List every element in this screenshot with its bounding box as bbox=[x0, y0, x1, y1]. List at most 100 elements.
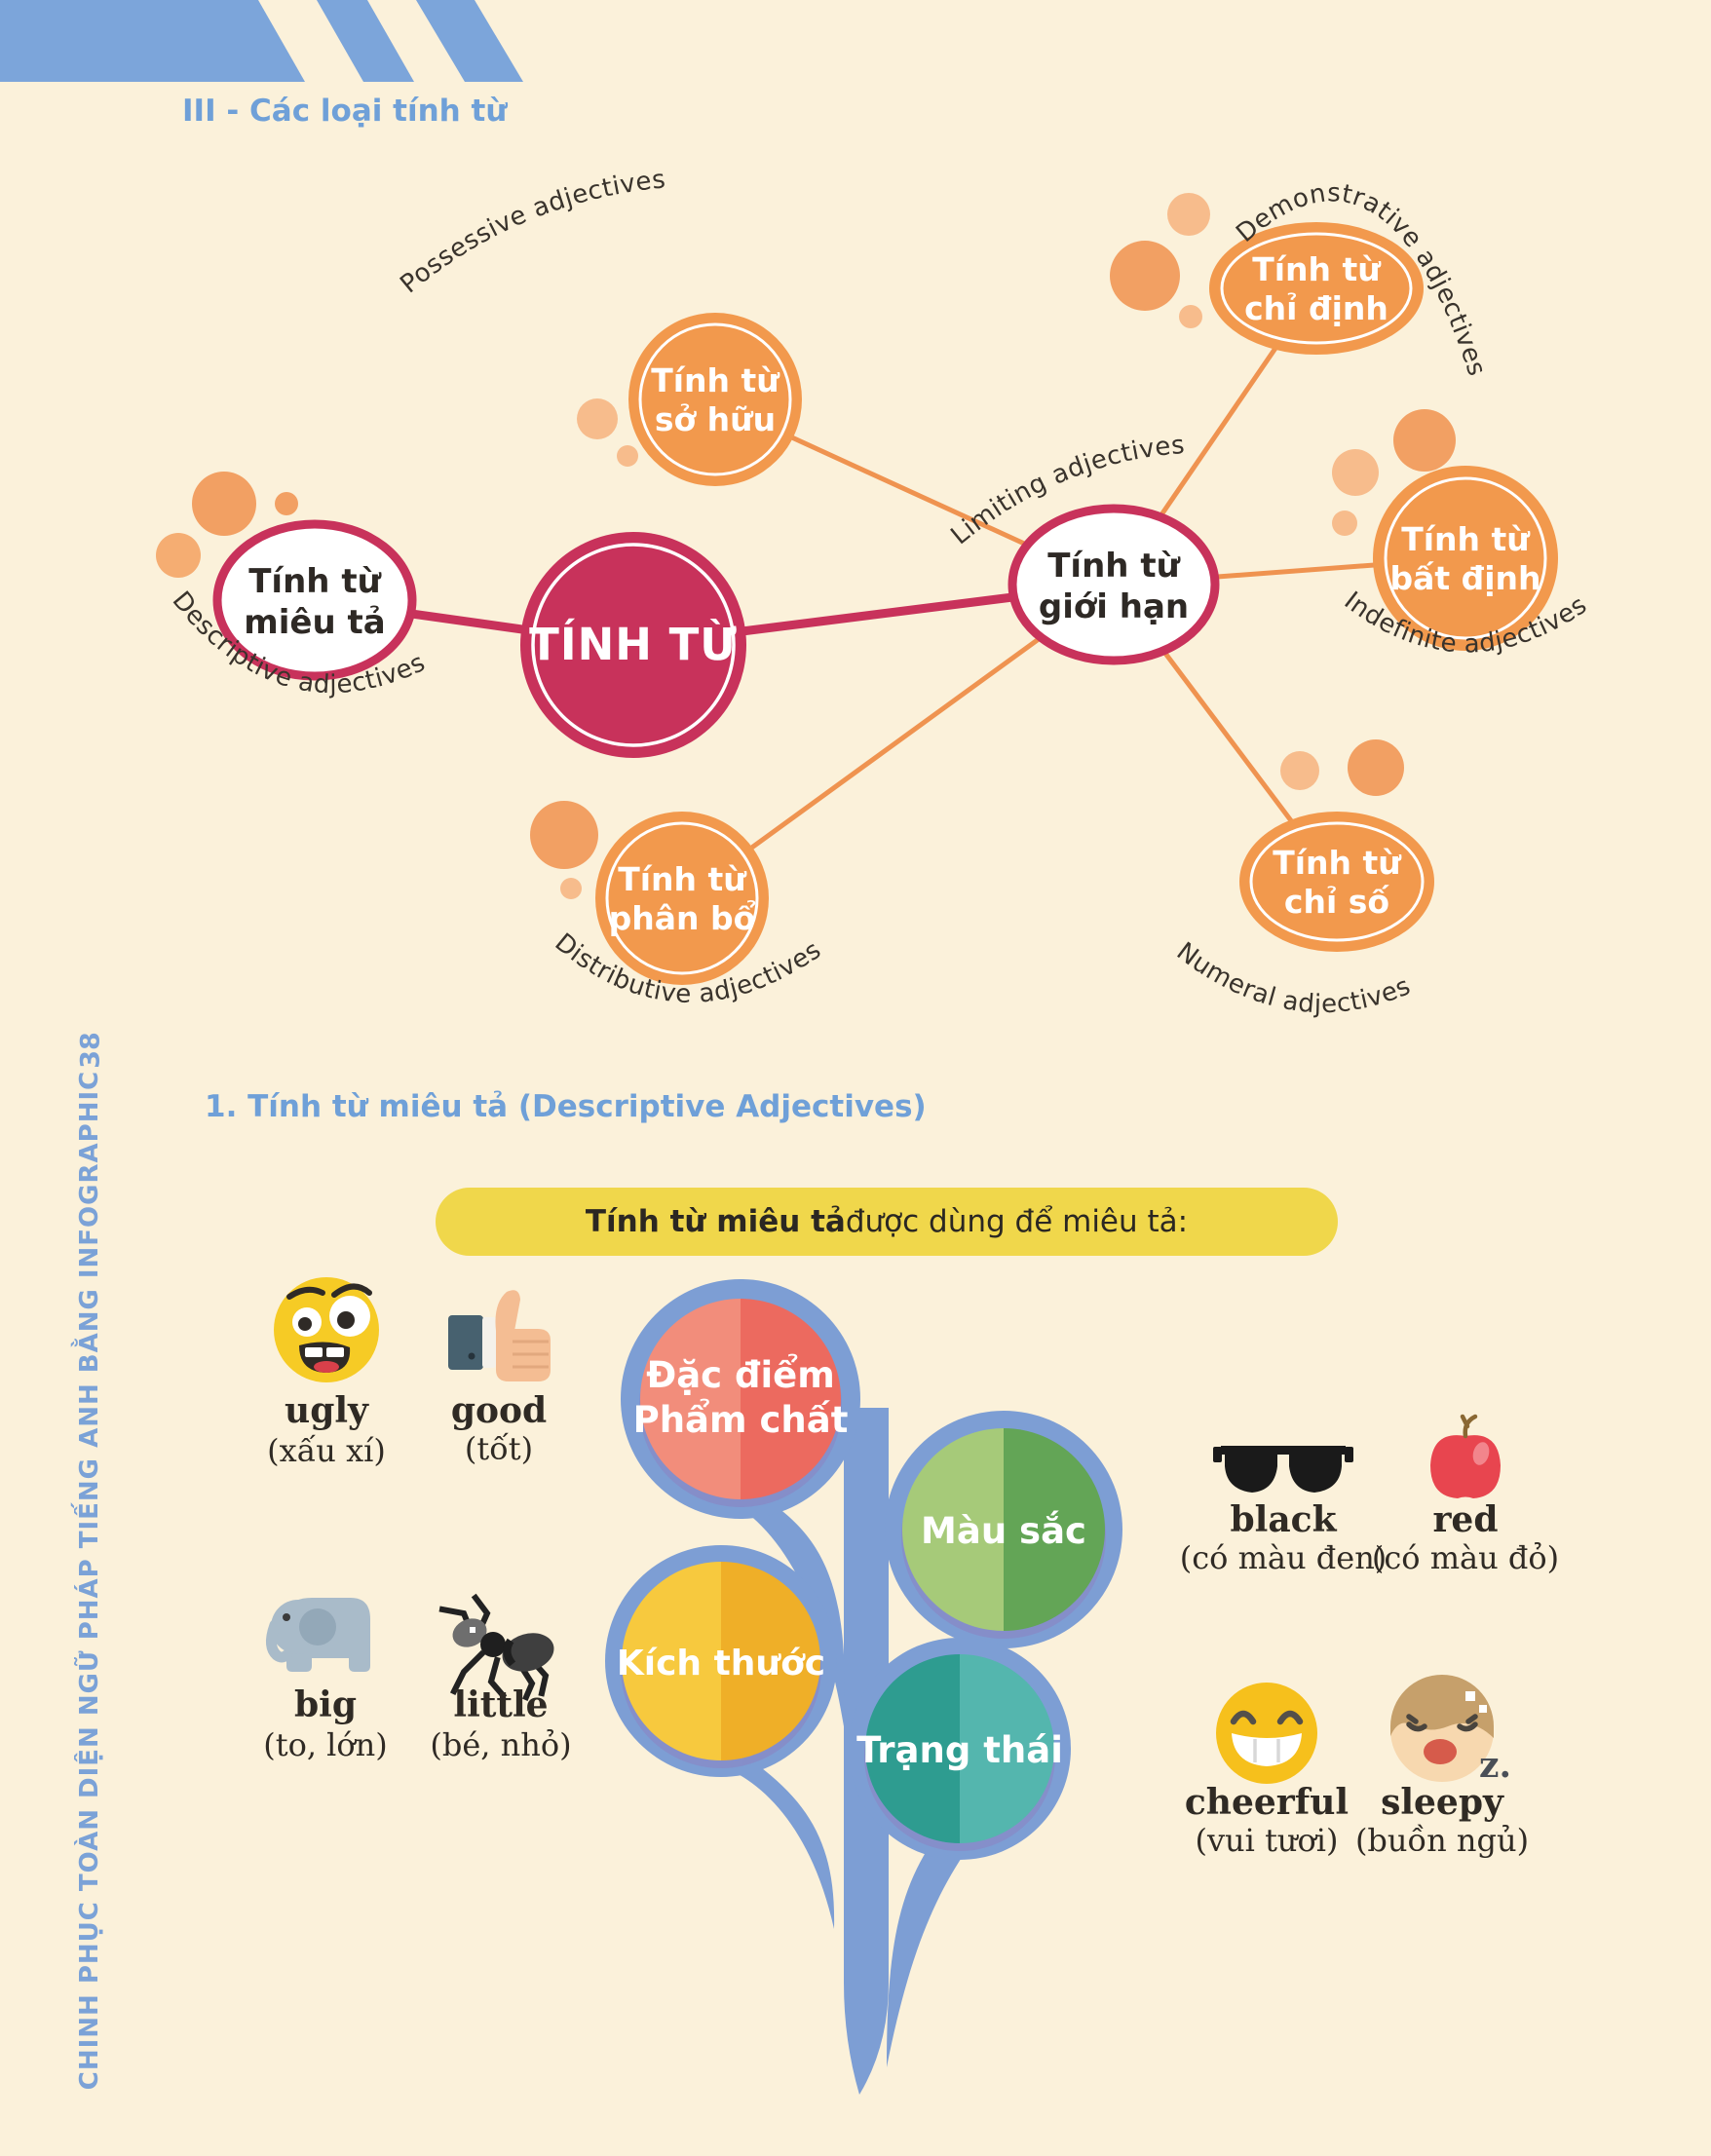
node-chi-dinh: Tính từ chỉ định bbox=[1209, 222, 1424, 355]
category-mau-sac: Màu sắc bbox=[902, 1428, 1105, 1631]
banner-rest-text: được dùng để miêu tả: bbox=[845, 1204, 1189, 1239]
node-gioi-han: Tính từ giới hạn bbox=[1008, 504, 1220, 665]
example-word: ugly bbox=[285, 1390, 369, 1431]
node-circle bbox=[1209, 222, 1424, 355]
node-circle bbox=[1373, 466, 1558, 651]
node-inner-ring bbox=[605, 821, 759, 975]
decorative-circle bbox=[1348, 739, 1404, 796]
node-label: Tính từ bbox=[618, 860, 747, 898]
bubble-half bbox=[721, 1562, 820, 1760]
thumbs-up-icon bbox=[448, 1290, 551, 1381]
banner-bold-text: Tính từ miêu tả bbox=[585, 1204, 846, 1239]
node-phan-bo: Tính từ phân bổ bbox=[595, 812, 769, 985]
header-decoration bbox=[0, 0, 523, 82]
node-label: sở hữu bbox=[655, 400, 776, 438]
grinning-face-icon bbox=[1216, 1683, 1317, 1784]
decorative-circle bbox=[1167, 193, 1210, 236]
example-word: little bbox=[453, 1684, 548, 1725]
example-meaning: (xấu xí) bbox=[267, 1432, 386, 1469]
tree-tail bbox=[741, 1505, 845, 1726]
category-dac-diem: Đặc điểm Phẩm chất bbox=[633, 1299, 849, 1499]
node-circle bbox=[520, 532, 746, 758]
elephant-icon bbox=[266, 1598, 370, 1672]
bubble-half bbox=[960, 1654, 1054, 1843]
category-label: Kích thước bbox=[617, 1644, 825, 1683]
decorative-circle bbox=[1179, 305, 1202, 328]
node-circle bbox=[212, 519, 417, 681]
header-stripe bbox=[416, 0, 523, 82]
node-chi-so: Tính từ chỉ số bbox=[1239, 812, 1434, 952]
decorative-circle bbox=[192, 472, 256, 536]
bubble-half bbox=[1004, 1428, 1105, 1631]
node-inner-ring bbox=[638, 322, 792, 476]
z-snore-text: z. bbox=[1479, 1745, 1511, 1786]
node-label: TÍNH TỪ bbox=[529, 619, 738, 670]
node-bat-dinh: Tính từ bất định bbox=[1373, 466, 1558, 651]
definition-banner: Tính từ miêu tả được dùng để miêu tả: bbox=[436, 1188, 1338, 1256]
category-label: Phẩm chất bbox=[633, 1399, 849, 1441]
category-label: Trạng thái bbox=[856, 1729, 1063, 1771]
example-word: big bbox=[294, 1684, 357, 1725]
header-block bbox=[0, 0, 305, 82]
decorative-circles bbox=[156, 193, 1456, 899]
node-circle bbox=[595, 812, 769, 985]
node-circle bbox=[1008, 504, 1220, 665]
example-word: black bbox=[1230, 1499, 1337, 1540]
bubble-half bbox=[741, 1299, 841, 1499]
node-inner-ring bbox=[1384, 476, 1547, 640]
category-label: Đặc điểm bbox=[646, 1354, 835, 1396]
page-title: III - Các loại tính từ bbox=[182, 94, 508, 129]
node-label: Tính từ bbox=[1273, 844, 1402, 882]
tree-tail bbox=[887, 1849, 965, 2067]
example-meaning: (tốt) bbox=[465, 1430, 533, 1467]
apple-icon bbox=[1430, 1414, 1501, 1498]
decorative-circle bbox=[530, 801, 598, 869]
node-label: Tính từ bbox=[1047, 547, 1180, 586]
node-inner-ring bbox=[1220, 232, 1413, 345]
node-label: phân bổ bbox=[609, 898, 756, 937]
node-label: giới hạn bbox=[1039, 587, 1189, 626]
example-meaning: (vui tươi) bbox=[1195, 1822, 1338, 1859]
shocked-face-icon bbox=[274, 1277, 379, 1382]
decorative-circle bbox=[617, 445, 638, 467]
decorative-circle bbox=[577, 398, 618, 439]
node-tinh-tu-central: TÍNH TỪ bbox=[520, 532, 746, 758]
node-circle bbox=[1239, 812, 1434, 952]
node-label: Tính từ bbox=[1401, 520, 1531, 558]
node-circle bbox=[628, 313, 802, 486]
node-mieu-ta: Tính từ miêu tả bbox=[212, 519, 417, 681]
node-label: bất định bbox=[1389, 559, 1540, 597]
node-inner-ring bbox=[531, 543, 736, 747]
example-meaning: (bé, nhỏ) bbox=[430, 1726, 571, 1763]
node-label: Tính từ bbox=[651, 361, 780, 399]
example-meaning: (có màu đỏ) bbox=[1372, 1539, 1559, 1576]
bubble-half bbox=[640, 1299, 741, 1499]
category-label: Màu sắc bbox=[921, 1510, 1086, 1552]
node-label: chỉ số bbox=[1284, 883, 1389, 921]
decorative-circle bbox=[560, 878, 582, 899]
decorative-circle bbox=[1110, 241, 1180, 311]
example-word: good bbox=[451, 1390, 547, 1431]
node-label: chỉ định bbox=[1244, 289, 1388, 327]
header-stripe bbox=[317, 0, 414, 82]
bubble-half bbox=[902, 1428, 1004, 1631]
decorative-circle bbox=[1280, 751, 1319, 790]
category-trang-thai: Trạng thái bbox=[856, 1654, 1063, 1843]
example-word: sleepy bbox=[1381, 1782, 1504, 1823]
ant-icon bbox=[438, 1593, 554, 1701]
decorative-circle bbox=[156, 533, 201, 578]
tree-tail bbox=[733, 1765, 835, 1929]
sunglasses-icon bbox=[1213, 1446, 1353, 1493]
decorative-circle bbox=[1393, 409, 1456, 472]
section-heading: 1. Tính từ miêu tả (Descriptive Adjectiv… bbox=[205, 1089, 927, 1124]
